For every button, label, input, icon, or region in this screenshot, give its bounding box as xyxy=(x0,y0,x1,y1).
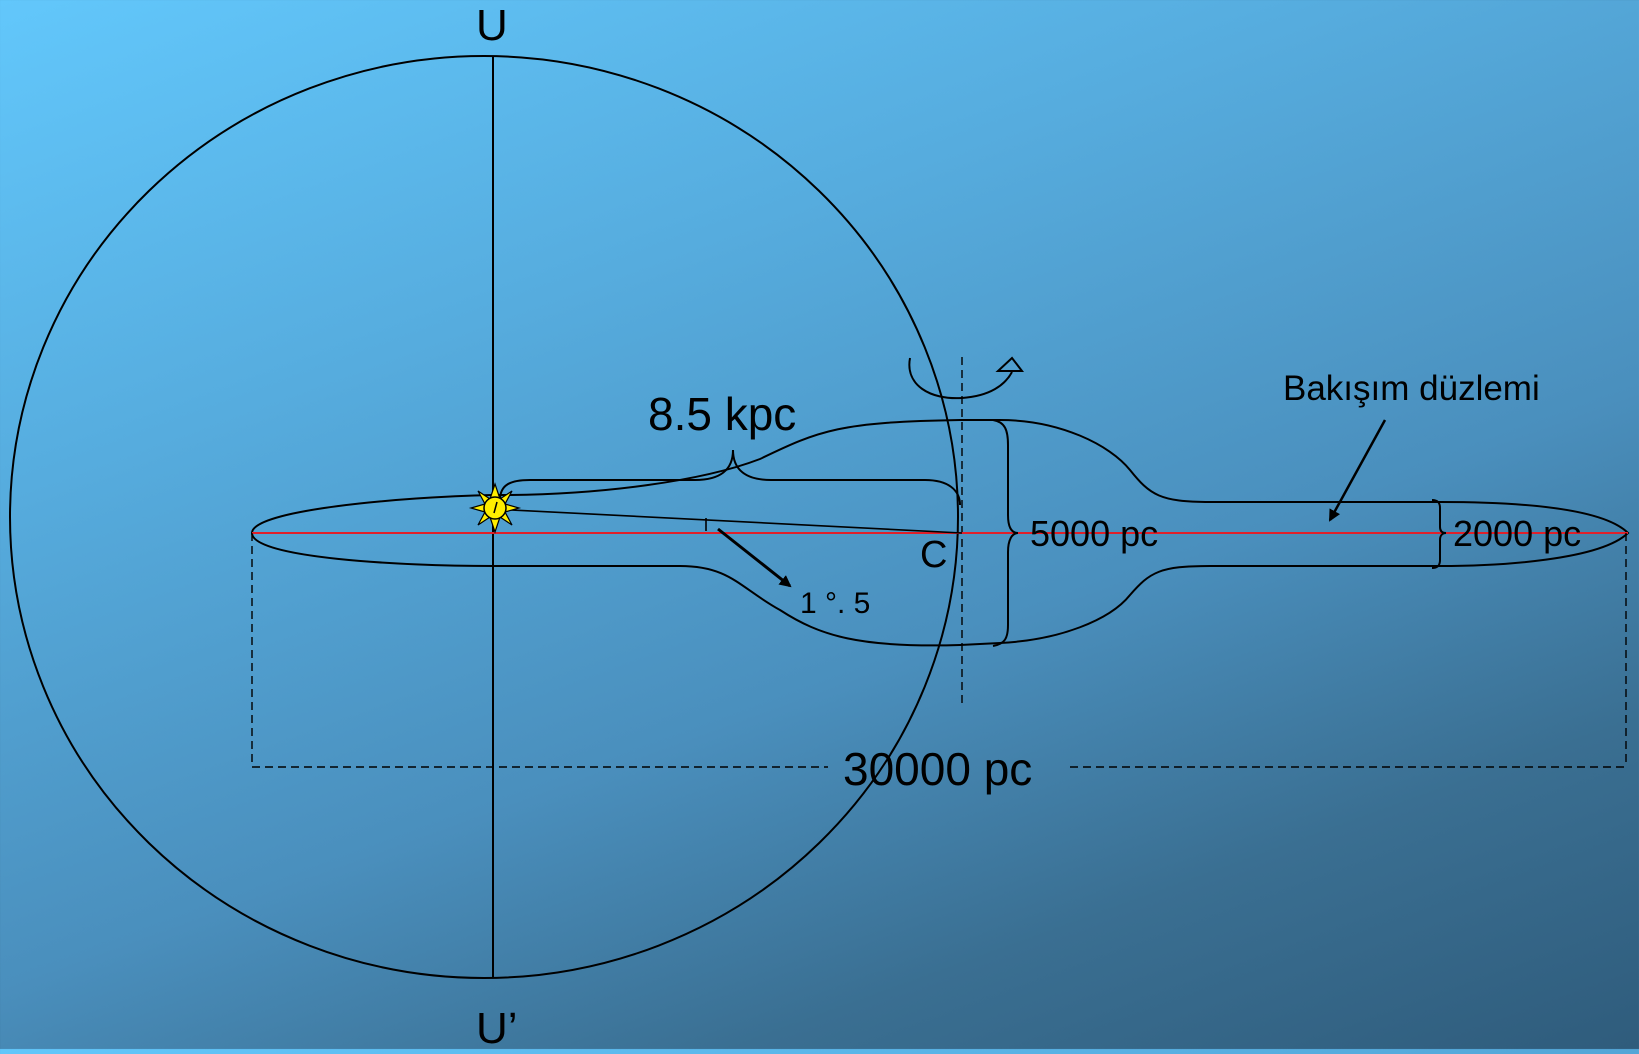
bottom-pole-label: U’ xyxy=(476,1004,518,1049)
sun-to-center-line xyxy=(492,508,963,534)
sun-icon xyxy=(468,482,522,534)
bulge-thickness-label: 5000 pc xyxy=(1030,513,1158,554)
plane-label-arrow xyxy=(1328,419,1387,522)
plane-label: Bakışım düzlemi xyxy=(1283,369,1540,408)
bulge-brace xyxy=(992,419,1019,647)
center-label: C xyxy=(920,534,947,576)
distance-brace xyxy=(499,449,961,506)
top-pole-label: U xyxy=(476,1,508,50)
rotation-arrow-icon xyxy=(908,356,1025,400)
disk-brace xyxy=(1431,499,1447,569)
angle-label: 1 °. 5 xyxy=(800,587,870,620)
sun-distance-label: 8.5 kpc xyxy=(648,388,796,440)
celestial-sphere-circle xyxy=(9,55,959,979)
disk-thickness-label: 2000 pc xyxy=(1453,513,1581,554)
diameter-label: 30000 pc xyxy=(843,743,1032,795)
galaxy-outline xyxy=(250,419,1630,647)
angle-arrow xyxy=(717,527,792,588)
